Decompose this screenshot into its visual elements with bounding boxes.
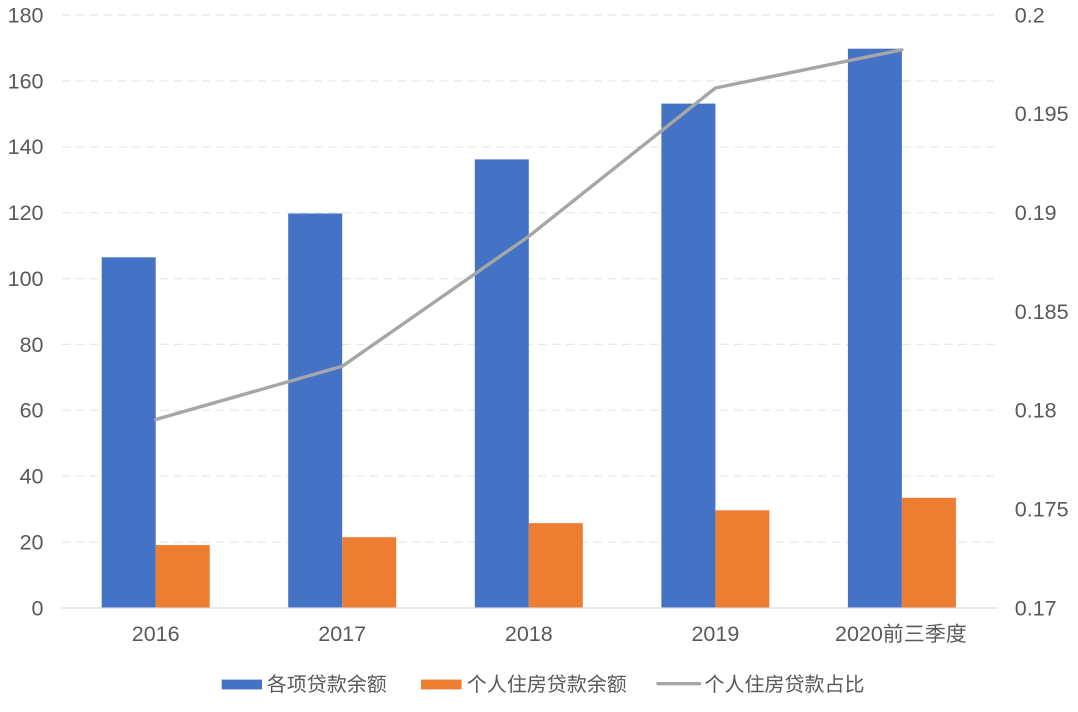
- svg-text:2017: 2017: [318, 622, 366, 646]
- svg-text:0.17: 0.17: [1015, 596, 1057, 620]
- svg-text:160: 160: [8, 69, 44, 93]
- svg-text:2016: 2016: [132, 622, 180, 646]
- svg-text:80: 80: [20, 333, 44, 357]
- svg-text:20: 20: [20, 531, 44, 555]
- svg-text:2019: 2019: [691, 622, 739, 646]
- svg-text:0.2: 0.2: [1015, 3, 1045, 27]
- svg-text:100: 100: [8, 267, 44, 291]
- svg-text:140: 140: [8, 135, 44, 159]
- svg-text:120: 120: [8, 201, 44, 225]
- svg-text:0.195: 0.195: [1015, 102, 1069, 126]
- svg-text:2018: 2018: [505, 622, 553, 646]
- svg-text:40: 40: [20, 465, 44, 489]
- svg-text:0.19: 0.19: [1015, 201, 1057, 225]
- svg-text:0.185: 0.185: [1015, 300, 1069, 324]
- svg-text:180: 180: [8, 3, 44, 27]
- svg-text:0.175: 0.175: [1015, 498, 1069, 522]
- svg-text:0: 0: [32, 596, 44, 620]
- svg-text:0.18: 0.18: [1015, 399, 1057, 423]
- svg-text:60: 60: [20, 399, 44, 423]
- svg-text:2020: 2020: [835, 622, 883, 646]
